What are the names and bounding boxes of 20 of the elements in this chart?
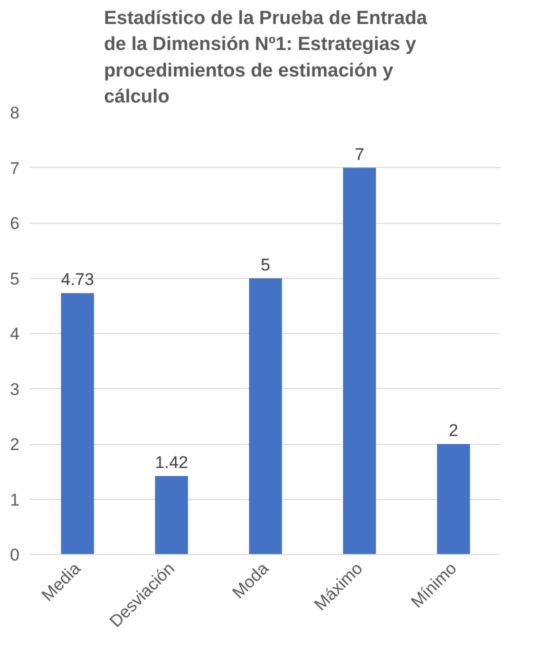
bar xyxy=(61,293,94,554)
y-tick-label: 8 xyxy=(10,104,20,122)
y-tick-label: 6 xyxy=(10,214,20,233)
bar xyxy=(249,278,282,554)
chart-title: Estadístico de la Prueba de Entrada de la Dimensión Nº1: Estrategias y procedimientos de estimación y cálculo xyxy=(104,8,428,108)
y-tick-label: 1 xyxy=(10,490,20,510)
data-label: 1.42 xyxy=(154,453,188,472)
bar xyxy=(155,476,188,554)
y-tick-label: 0 xyxy=(10,546,20,564)
y-tick-label: 2 xyxy=(10,435,20,454)
bar xyxy=(343,168,376,554)
data-label: 7 xyxy=(354,144,364,164)
y-tick-label: 7 xyxy=(10,158,20,178)
y-tick-label: 4 xyxy=(10,324,20,344)
data-label: 4.73 xyxy=(60,270,94,290)
bar xyxy=(437,444,470,554)
data-label: 5 xyxy=(260,255,270,274)
data-label: 2 xyxy=(448,421,458,440)
y-tick-label: 5 xyxy=(10,269,20,288)
y-tick-label: 3 xyxy=(10,380,20,399)
